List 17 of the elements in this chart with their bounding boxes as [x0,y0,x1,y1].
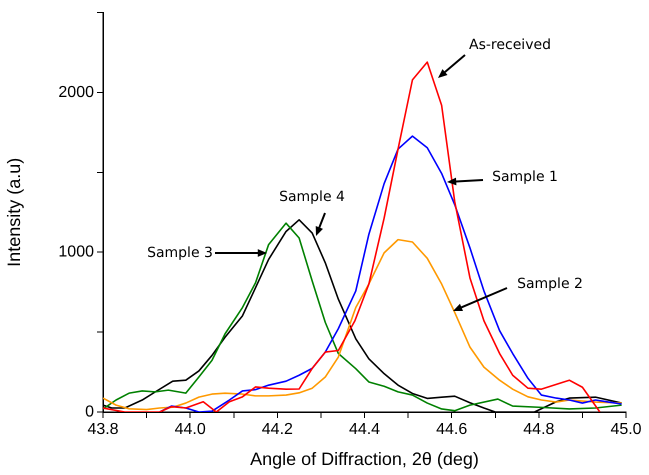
annotation: Sample 1 [492,169,558,185]
x-tick-label: 43.8 [87,421,119,438]
x-tick-label: 44.6 [436,421,468,438]
y-tick-label: 1000 [58,244,94,261]
y-axis-title: Intensity (a.u) [4,158,24,267]
x-axis-title: Angle of Diffraction, 2θ (deg) [250,449,479,470]
x-tick-label: 44.2 [262,421,294,438]
y-tick-label: 0 [85,403,94,420]
text: 45.0 [610,421,642,438]
text: 44.0 [174,421,206,438]
annotation: Sample 3 [147,245,213,261]
x-tick-label: 44.8 [523,421,555,438]
annotation: Sample 4 [279,189,345,205]
annotation: As-received [469,37,551,53]
y-tick-label: 2000 [58,84,94,101]
x-tick-label: 44.4 [348,421,380,438]
annotation: Sample 2 [517,276,583,292]
